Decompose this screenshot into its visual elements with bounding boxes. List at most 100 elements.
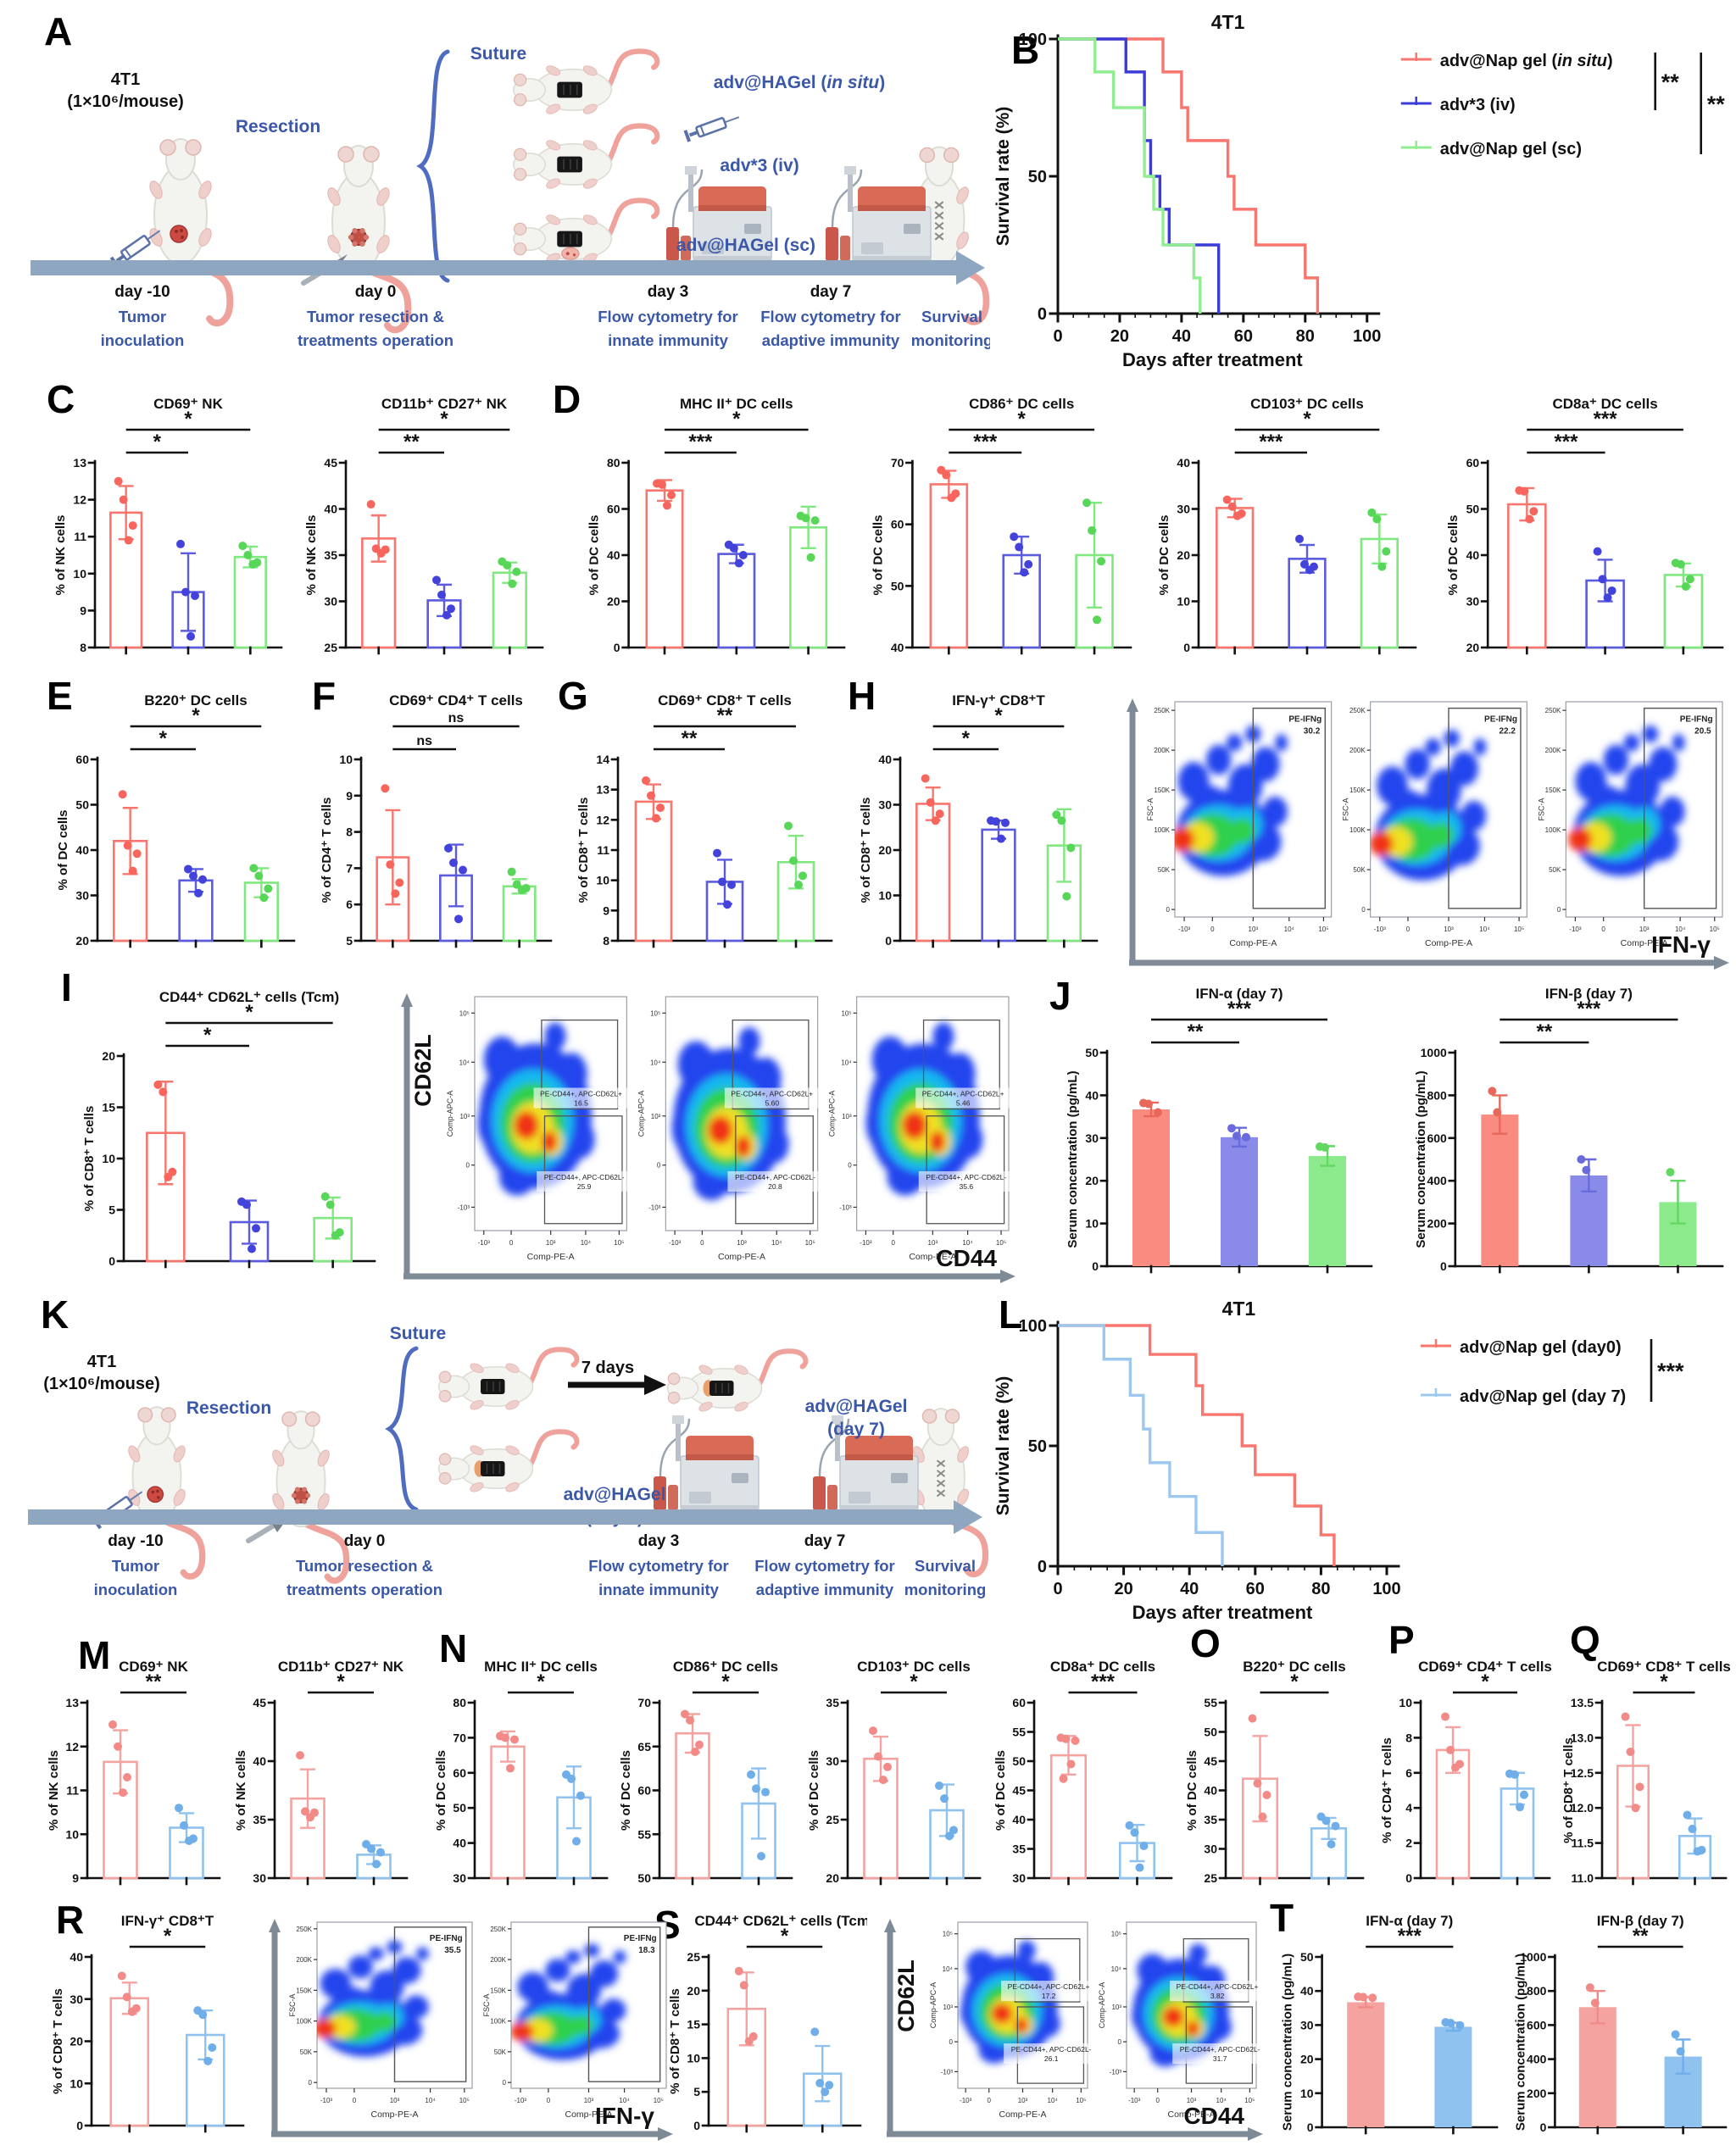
svg-text:250K: 250K	[490, 1926, 506, 1933]
svg-text:CD103⁺ DC cells: CD103⁺ DC cells	[1250, 396, 1364, 412]
svg-text:% of DC cells: % of DC cells	[1185, 1750, 1199, 1831]
svg-text:100K: 100K	[1349, 826, 1366, 834]
svg-text:PE-CD44+, APC-CD62L+: PE-CD44+, APC-CD62L+	[1008, 1982, 1090, 1991]
svg-text:100K: 100K	[490, 2018, 506, 2026]
svg-text:PE-CD44+, APC-CD62L+: PE-CD44+, APC-CD62L+	[540, 1089, 622, 1098]
svg-text:26.1: 26.1	[1044, 2054, 1059, 2063]
svg-text:*: *	[910, 1670, 918, 1693]
svg-text:50K: 50K	[1353, 866, 1366, 874]
svg-text:5.46: 5.46	[956, 1098, 971, 1107]
svg-text:10⁴: 10⁴	[771, 1239, 782, 1247]
bar-chart-cd103-dc-2grp: CD103⁺ DC cells 20 25 30 35 % of DC cells *	[807, 1654, 987, 1898]
svg-text:5: 5	[346, 934, 353, 948]
bar-chart-cd86-dc-2grp: CD86⁺ DC cells 50 55 60 65 70 % of DC cells *	[619, 1654, 798, 1898]
svg-text:day -10: day -10	[114, 283, 170, 301]
svg-text:*: *	[192, 704, 200, 727]
svg-text:0: 0	[1540, 2120, 1547, 2134]
svg-text:***: ***	[1594, 408, 1618, 431]
svg-text:IFN-α (day 7): IFN-α (day 7)	[1195, 986, 1283, 1002]
svg-text:50: 50	[891, 579, 904, 592]
svg-text:% of CD8⁺ T cells: % of CD8⁺ T cells	[668, 1988, 682, 2094]
svg-text:20: 20	[102, 1049, 115, 1063]
svg-text:200K: 200K	[1349, 747, 1366, 754]
svg-text:0: 0	[1601, 925, 1605, 933]
panel-letter-e: E	[47, 674, 73, 718]
svg-text:10: 10	[70, 2076, 83, 2090]
svg-text:IFN-γ: IFN-γ	[1651, 931, 1711, 958]
svg-text:10: 10	[1177, 595, 1190, 609]
svg-text:day 7: day 7	[810, 283, 852, 301]
svg-text:40: 40	[1300, 1984, 1314, 1998]
panel-letter-c: C	[47, 377, 75, 421]
svg-text:CD69⁺ CD4⁺ T cells: CD69⁺ CD4⁺ T cells	[389, 692, 523, 709]
svg-text:10⁵: 10⁵	[654, 2097, 664, 2104]
svg-text:10⁴: 10⁴	[1675, 925, 1686, 933]
svg-text:IFN-γ⁺ CD8⁺T: IFN-γ⁺ CD8⁺T	[121, 1913, 214, 1929]
svg-text:250K: 250K	[296, 1926, 312, 1933]
svg-text:0: 0	[700, 1239, 704, 1247]
svg-text:0: 0	[1307, 2120, 1314, 2134]
svg-text:0: 0	[693, 2119, 700, 2132]
svg-text:35.6: 35.6	[960, 1182, 974, 1191]
svg-text:45: 45	[324, 456, 337, 470]
svg-text:20.5: 20.5	[1694, 727, 1711, 736]
svg-text:CD44⁺ CD62L⁺ cells (Tcm): CD44⁺ CD62L⁺ cells (Tcm)	[694, 1913, 867, 1929]
svg-text:% of CD4⁺ T cells: % of CD4⁺ T cells	[1380, 1737, 1394, 1843]
svg-text:30: 30	[1466, 595, 1480, 609]
svg-text:60: 60	[1234, 327, 1253, 346]
svg-text:45: 45	[253, 1696, 266, 1709]
svg-text:(1×10⁶/mouse): (1×10⁶/mouse)	[67, 92, 184, 111]
svg-text:10⁴: 10⁴	[1479, 925, 1490, 933]
survival-plot-4t1-day0-vs-day7: 4T1 0 50 100 0 20 40 60 80 100 Days after treatmen…	[987, 1295, 1733, 1626]
bar-chart-ifn-beta: IFN-β (day 7) 0 200 400 600 800 1000 Serum conc…	[1387, 981, 1729, 1287]
svg-text:20.8: 20.8	[768, 1182, 782, 1191]
svg-text:10⁴: 10⁴	[581, 1239, 592, 1247]
svg-text:200: 200	[1527, 2087, 1547, 2100]
svg-text:5: 5	[108, 1203, 115, 1217]
svg-text:**: **	[1633, 1925, 1649, 1948]
flow-plots-ifng-three-groups: 250K 200K 150K 100K 50K 0 -10³ 0 10³ 10⁴ 10⁵ Comp-P…	[1117, 695, 1733, 975]
svg-text:FSC-A: FSC-A	[1537, 798, 1545, 821]
svg-text:11: 11	[597, 843, 609, 857]
svg-text:10⁴: 10⁴	[943, 1965, 954, 1973]
svg-text:CD8a⁺ DC cells: CD8a⁺ DC cells	[1552, 396, 1657, 412]
svg-text:**: **	[717, 704, 733, 727]
svg-text:50: 50	[1028, 1437, 1047, 1456]
svg-text:9: 9	[603, 903, 609, 917]
svg-text:100: 100	[1353, 327, 1381, 346]
svg-text:250K: 250K	[1154, 707, 1170, 714]
svg-text:CD69⁺ CD8⁺ T cells: CD69⁺ CD8⁺ T cells	[658, 692, 792, 709]
svg-text:*: *	[732, 408, 741, 431]
svg-text:60: 60	[453, 1766, 466, 1780]
svg-text:0: 0	[503, 2079, 507, 2087]
bar-chart-cd8a-dc-2grp: CD8a⁺ DC cells 30 35 40 45 50 55 60 % of DC cell…	[993, 1654, 1178, 1898]
bar-chart-cd86-dc: CD86⁺ DC cells 40 50 60 70% of DC cells *** *	[856, 392, 1138, 668]
svg-text:9: 9	[346, 789, 353, 803]
svg-text:*: *	[781, 1925, 789, 1948]
svg-text:***: ***	[1577, 998, 1601, 1020]
svg-text:Tumor resection &: Tumor resection &	[296, 1557, 433, 1575]
svg-text:***: ***	[973, 431, 998, 453]
svg-text:-10³: -10³	[1178, 925, 1191, 933]
svg-text:CD69⁺ NK: CD69⁺ NK	[153, 396, 223, 412]
svg-text:2: 2	[1405, 1837, 1412, 1850]
svg-text:Serum concentration (pg/mL): Serum concentration (pg/mL)	[1066, 1070, 1080, 1248]
svg-text:-10³: -10³	[1110, 2068, 1122, 2076]
svg-text:10³: 10³	[1111, 2004, 1121, 2011]
svg-text:50K: 50K	[300, 2048, 313, 2056]
svg-text:22.2: 22.2	[1499, 727, 1516, 736]
svg-text:10: 10	[65, 1827, 79, 1841]
svg-text:60: 60	[891, 518, 904, 531]
svg-text:50: 50	[75, 798, 89, 812]
svg-text:10: 10	[1300, 2087, 1314, 2100]
svg-text:45: 45	[1204, 1754, 1217, 1768]
svg-text:11: 11	[66, 1784, 79, 1798]
svg-text:25: 25	[687, 1950, 700, 1964]
svg-text:30: 30	[324, 595, 337, 609]
svg-text:13: 13	[73, 456, 86, 470]
svg-text:FSC-A: FSC-A	[1342, 798, 1350, 821]
svg-text:0: 0	[1361, 906, 1366, 914]
svg-text:0: 0	[1557, 906, 1561, 914]
svg-text:10³: 10³	[459, 1113, 470, 1120]
svg-text:40: 40	[1180, 1580, 1199, 1598]
